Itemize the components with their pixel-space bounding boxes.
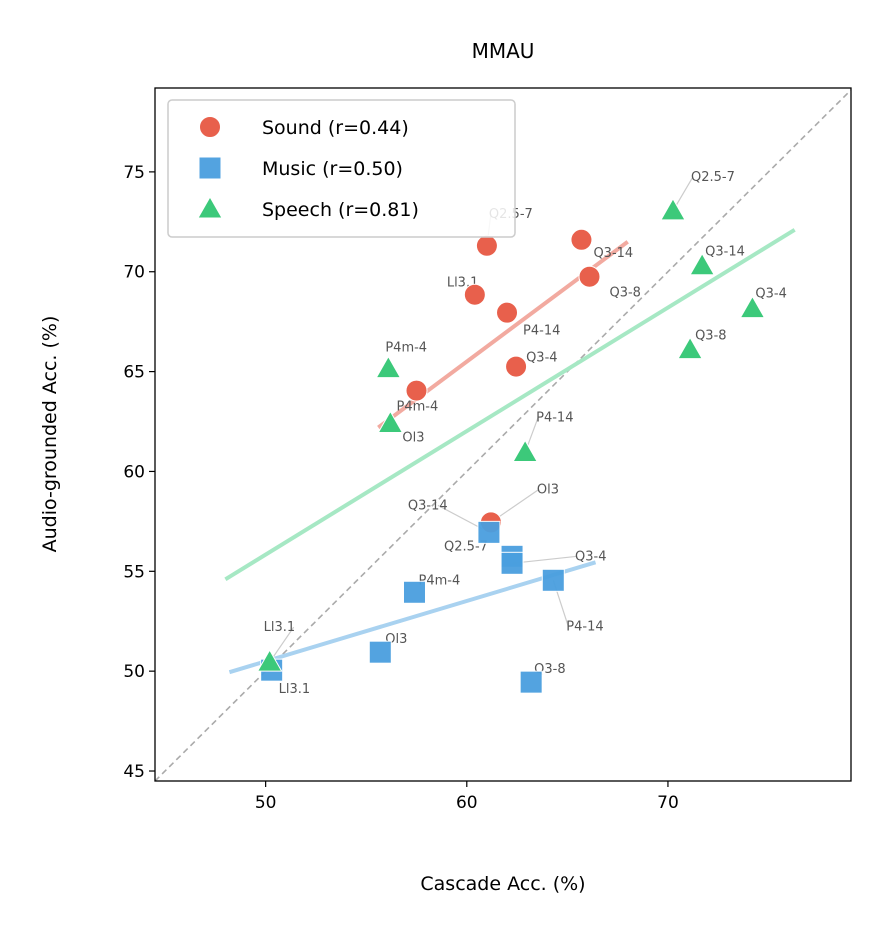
- point-label: Ol3: [537, 482, 559, 497]
- square-point: [368, 640, 392, 664]
- point-label: P4m-4: [385, 341, 427, 356]
- point-label: Q3-14: [593, 246, 633, 261]
- legend-circle-icon: [199, 116, 221, 138]
- x-axis-label: Cascade Acc. (%): [420, 873, 585, 895]
- x-tick-label: 70: [657, 793, 679, 813]
- circle-point: [475, 234, 498, 257]
- point-label: P4m-4: [418, 573, 460, 588]
- point-label: Q3-8: [609, 286, 640, 301]
- point-label: Q2.5-7: [691, 170, 735, 185]
- fit-line: [228, 560, 597, 675]
- circle-point: [463, 283, 486, 306]
- circle-point: [405, 379, 428, 402]
- legend-box: [167, 99, 516, 238]
- circle-point: [505, 355, 528, 378]
- legend-entry: Sound (r=0.44): [262, 117, 409, 139]
- point-label: P4-14: [566, 619, 603, 634]
- triangle-point: [375, 355, 402, 379]
- y-tick-label: 45: [123, 762, 145, 782]
- triangle-point: [677, 336, 703, 360]
- point-label: Ll3.1: [264, 620, 296, 635]
- point-label: P4-14: [536, 410, 573, 425]
- x-tick-label: 60: [456, 793, 478, 813]
- point-label: P4m-4: [397, 400, 439, 415]
- fit-line: [224, 228, 796, 581]
- legend-square-icon: [198, 156, 222, 180]
- triangle-point: [512, 439, 538, 462]
- circle-point: [578, 265, 601, 288]
- point-label: Q3-14: [705, 245, 745, 260]
- triangle-point: [660, 197, 686, 221]
- legend-triangle-icon: [197, 195, 223, 219]
- y-tick-label: 50: [123, 662, 145, 682]
- legend-entry: Speech (r=0.81): [262, 199, 419, 221]
- point-label: Q3-4: [526, 351, 557, 366]
- legend: Sound (r=0.44) Music (r=0.50) Speech (r=0.…: [167, 99, 516, 238]
- chart-title: MMAU: [472, 39, 535, 63]
- triangle-point: [256, 649, 283, 672]
- circle-point: [496, 301, 519, 324]
- x-tick-label: 50: [255, 793, 277, 813]
- y-axis-label: Audio-grounded Acc. (%): [39, 316, 61, 553]
- y-tick-label: 55: [123, 562, 145, 582]
- square-point: [477, 520, 501, 544]
- square-point: [500, 551, 524, 575]
- point-labels: Q2.5-7 Q3-14 Q3-8 Ll3.1 P4-14 Q3-4 P4m-4 Ol3 Q3-…: [264, 170, 787, 697]
- point-label: Q3-4: [575, 549, 606, 564]
- plot-frame: [154, 87, 852, 782]
- point-label: Q3-14: [408, 498, 448, 513]
- y-tick-label: 65: [123, 363, 145, 383]
- point-label: Ol3: [402, 431, 424, 446]
- triangle-point: [739, 295, 766, 319]
- triangle-point: [377, 410, 404, 434]
- triangle-point: [689, 252, 716, 276]
- point-label: Q2.5-7: [444, 539, 488, 554]
- square-point: [519, 670, 543, 694]
- point-label: Ll3.1: [279, 682, 311, 697]
- y-tick-label: 75: [123, 163, 145, 183]
- legend-entry: Music (r=0.50): [262, 158, 403, 180]
- point-label: Q3-4: [755, 287, 786, 302]
- point-label: P4-14: [523, 324, 560, 339]
- square-point: [541, 568, 565, 592]
- point-markers: [256, 197, 766, 694]
- y-tick-label: 70: [123, 263, 145, 283]
- square-point: [402, 580, 426, 604]
- point-label: Q3-8: [695, 329, 726, 344]
- circle-point: [570, 228, 593, 251]
- y-tick-label: 60: [123, 462, 145, 482]
